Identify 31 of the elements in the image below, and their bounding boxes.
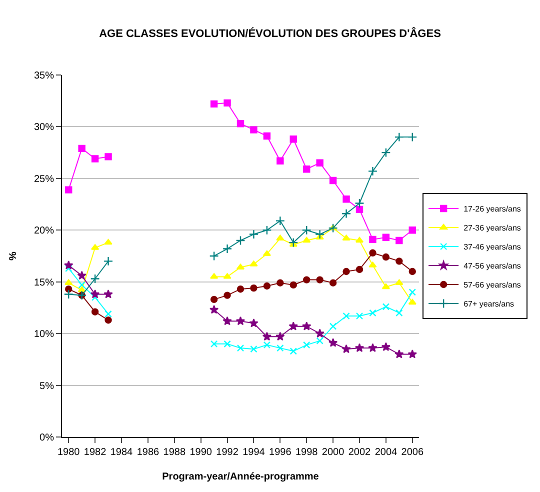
x-tick-label: 1982 xyxy=(84,447,107,458)
x-tick-label: 1992 xyxy=(216,447,239,458)
x-axis-title: Program-year/Année-programme xyxy=(162,472,320,482)
x-tick-label: 1994 xyxy=(242,447,266,458)
y-tick-label: 15% xyxy=(34,277,54,288)
legend-label: 57-66 years/ans xyxy=(464,280,521,290)
x-tick-label: 2000 xyxy=(322,447,345,458)
legend-label: 17-26 years/ans xyxy=(464,204,521,214)
y-tick-label: 30% xyxy=(34,122,54,134)
x-tick-label: 1988 xyxy=(163,447,186,458)
legend-label: 27-36 years/ans xyxy=(464,224,521,233)
x-tick-label: 2002 xyxy=(348,447,372,458)
x-tick-label: 1984 xyxy=(110,447,134,458)
y-tick-label: 25% xyxy=(34,174,54,185)
y-axis-title: % xyxy=(8,251,19,260)
x-tick-label: 2006 xyxy=(401,447,424,458)
y-tick-label: 35% xyxy=(34,70,54,82)
x-tick-label: 1986 xyxy=(136,447,160,458)
x-tick-label: 2004 xyxy=(374,447,398,458)
legend-label: 47-56 years/ans xyxy=(464,262,521,271)
x-tick-label: 1998 xyxy=(295,447,318,458)
x-tick-label: 1990 xyxy=(190,447,212,458)
x-tick-label: 1980 xyxy=(57,447,80,458)
x-tick-label: 1996 xyxy=(269,447,292,458)
legend-label: 67+ years/ans xyxy=(464,300,514,309)
y-tick-label: 5% xyxy=(40,380,54,392)
y-tick-label: 0% xyxy=(40,432,54,444)
legend-label: 37-46 years/ans xyxy=(464,242,521,252)
y-tick-label: 10% xyxy=(34,329,54,340)
y-tick-label: 20% xyxy=(34,226,54,237)
chart-title: AGE CLASSES EVOLUTION/ÉVOLUTION DES GROUPES D'ÂGES xyxy=(99,27,441,40)
